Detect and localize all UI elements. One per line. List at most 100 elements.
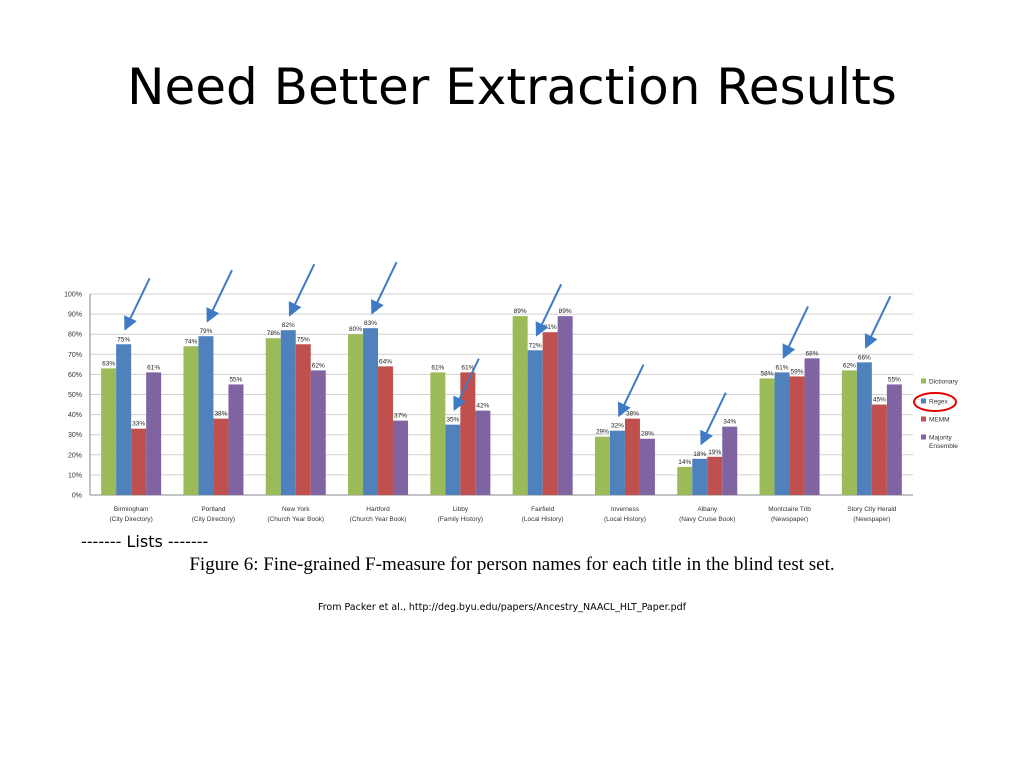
annotation-arrow <box>371 261 398 315</box>
bar <box>804 358 820 495</box>
bars <box>101 316 902 495</box>
data-label: 33% <box>132 421 145 428</box>
data-label: 72% <box>529 342 542 349</box>
bar <box>116 344 132 495</box>
y-tick-label: 50% <box>68 392 82 399</box>
bar <box>146 372 162 495</box>
data-label: 14% <box>678 459 691 466</box>
legend-swatch <box>921 416 926 422</box>
slide-title: Need Better Extraction Results <box>127 58 897 116</box>
y-tick-label: 80% <box>68 332 82 339</box>
bar <box>624 418 640 495</box>
bar <box>183 346 199 495</box>
data-label: 61% <box>776 364 789 371</box>
bar <box>393 420 409 495</box>
y-tick-label: 40% <box>68 412 82 419</box>
category-sublabel: (Newspaper) <box>771 516 808 523</box>
data-label: 64% <box>379 358 392 365</box>
bar <box>789 376 805 495</box>
data-label: 82% <box>282 322 295 329</box>
y-tick-label: 30% <box>68 432 82 439</box>
bar <box>542 332 558 495</box>
category-label: Story City Herald <box>847 506 897 513</box>
data-label: 62% <box>843 362 856 369</box>
data-label: 66% <box>858 354 871 361</box>
annotation-arrow <box>782 305 809 359</box>
bar <box>856 362 872 495</box>
bar <box>512 316 528 495</box>
bar <box>707 456 723 495</box>
data-labels: 63%75%33%61%74%79%38%55%78%82%75%62%80%8… <box>102 308 901 466</box>
bar <box>101 368 117 495</box>
category-label: New York <box>282 506 310 513</box>
data-label: 29% <box>596 429 609 436</box>
annotation-arrow <box>700 392 727 446</box>
data-label: 61% <box>461 364 474 371</box>
bar <box>310 370 326 495</box>
data-label: 37% <box>394 413 407 420</box>
data-label: 89% <box>559 308 572 315</box>
bar <box>265 338 281 495</box>
bar <box>213 418 229 495</box>
category-sublabel: (Church Year Book) <box>267 516 324 523</box>
data-label: 18% <box>693 451 706 458</box>
annotation-arrow <box>453 358 480 412</box>
category-labels: Birmingham (City Directory) Portland (City … <box>109 506 896 523</box>
bar <box>759 378 775 495</box>
data-label: 75% <box>117 336 130 343</box>
data-label: 68% <box>806 350 819 357</box>
data-label: 35% <box>446 417 459 424</box>
legend-label: Dictionary <box>929 379 959 386</box>
y-tick-label: 70% <box>68 352 82 359</box>
data-label: 38% <box>214 411 227 418</box>
category-sublabel: (Family History) <box>438 516 484 523</box>
category-sublabel: (Church Year Book) <box>350 516 407 523</box>
category-sublabel: (Newspaper) <box>853 516 890 523</box>
bar <box>527 350 543 495</box>
legend-label: Majority <box>929 435 953 442</box>
legend-label-cont: Ensemble <box>929 443 958 450</box>
annotation-arrow <box>288 263 316 317</box>
data-label: 59% <box>791 368 804 375</box>
legend-swatch <box>921 434 926 440</box>
bar <box>677 466 693 495</box>
legend-label: MEMM <box>929 417 950 424</box>
annotation-arrow <box>535 283 563 337</box>
category-label: Fairfield <box>531 506 555 513</box>
y-tick-label: 0% <box>72 493 82 500</box>
data-label: 19% <box>708 449 721 456</box>
category-sublabel: (City Directory) <box>109 516 152 523</box>
bar <box>841 370 857 495</box>
y-tick-label: 10% <box>68 472 82 479</box>
category-label: Hartford <box>366 506 390 513</box>
bar <box>445 424 461 495</box>
data-label: 58% <box>761 370 774 377</box>
category-sublabel: (Local History) <box>522 516 564 523</box>
bar <box>280 330 296 495</box>
bar <box>475 410 491 495</box>
bar <box>131 428 147 495</box>
bar <box>692 458 708 495</box>
data-label: 63% <box>102 360 115 367</box>
data-label: 80% <box>349 326 362 333</box>
annotation-arrow <box>864 295 892 349</box>
annotation-arrow <box>124 277 151 331</box>
data-label: 28% <box>641 431 654 438</box>
legend-swatch <box>921 378 926 384</box>
data-label: 55% <box>229 376 242 383</box>
y-tick-label: 20% <box>68 452 82 459</box>
annotation-arrow <box>206 269 233 323</box>
annotation-arrow <box>617 364 645 418</box>
y-tick-label: 60% <box>68 372 82 379</box>
category-label: Inverness <box>611 506 640 513</box>
data-label: 79% <box>199 328 212 335</box>
bar <box>198 336 214 495</box>
category-sublabel: (Navy Cruise Book) <box>679 516 735 523</box>
bar <box>363 328 379 495</box>
data-label: 74% <box>184 338 197 345</box>
category-label: Birmingham <box>114 506 149 513</box>
data-label: 55% <box>888 376 901 383</box>
bar <box>594 436 610 495</box>
